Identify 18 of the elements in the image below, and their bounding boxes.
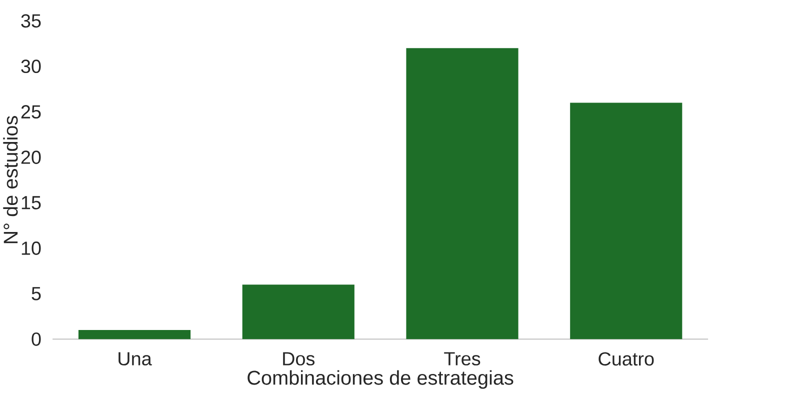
y-tick-label: 30 (21, 60, 41, 74)
bar (570, 102, 682, 340)
x-axis-title: Combinaciones de estrategias (248, 370, 514, 389)
x-tick-label: Dos (283, 352, 315, 366)
x-tick-label: Una (118, 352, 152, 366)
bar (242, 284, 354, 340)
y-tick-label: 0 (32, 332, 41, 346)
y-tick-label: 5 (32, 287, 41, 300)
y-tick-label: 20 (21, 150, 41, 164)
y-tick-label: 10 (22, 242, 41, 256)
y-axis-title: N° de estudios (3, 116, 18, 244)
bar (406, 48, 518, 340)
y-tick-label: 25 (21, 105, 41, 119)
bar (78, 330, 191, 340)
y-tick-label: 15 (22, 196, 41, 210)
y-tick-label: 35 (21, 14, 41, 28)
x-tick-label: Cuatro (598, 352, 654, 366)
x-tick-label: Tres (444, 352, 480, 366)
